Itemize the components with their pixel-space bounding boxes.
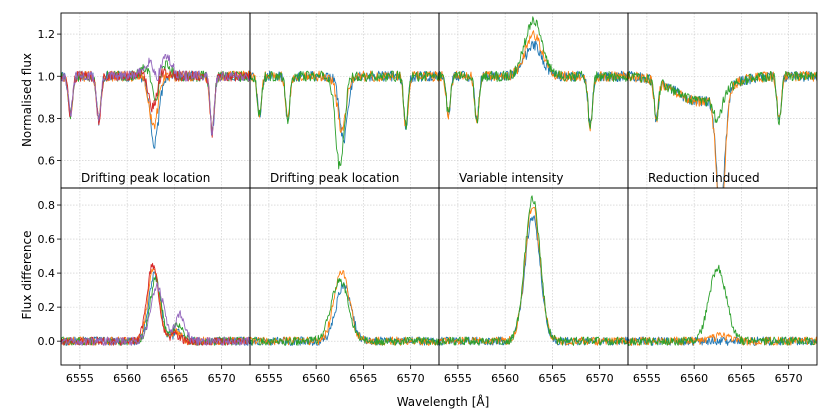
panel-bottom-1: 0.0 0.2 0.4 0.6 0.8 6555 6560 6565 6570 [38,187,251,385]
y-axis-label-bottom: Flux difference [20,231,34,320]
x-tick-label-2: 6565 [727,372,755,385]
series-line-3 [250,278,439,346]
series-line-2 [628,70,817,188]
y-tick-label-4: 0.8 [38,199,56,212]
x-tick-label-2: 6565 [160,372,188,385]
panel-bottom-4: 6555 6560 6565 6570 [627,187,818,385]
panel-top-3: Variable intensity [438,12,629,189]
x-tick-label-1: 6560 [491,372,519,385]
y-tick-label-2: 0.4 [38,267,56,280]
series-group [439,195,628,346]
panel-top-1: 0.6 0.8 1.0 1.2 Drifting peak location [38,12,251,189]
panel-label-2: Drifting peak location [270,171,399,185]
x-axis-label: Wavelength [Å] [397,394,490,409]
series-group [628,70,817,188]
y-tick-label-2: 1.0 [38,70,56,83]
y-axis-label-top: Normalised flux [20,53,34,147]
panel-top-2: Drifting peak location [249,12,440,189]
series-line-1 [439,215,628,346]
series-line-3 [439,195,628,346]
series-line-5 [61,282,250,346]
series-line-5 [61,54,250,136]
y-tick-label-3: 0.6 [38,233,56,246]
series-line-3 [628,264,817,346]
x-tick-label-3: 6570 [586,372,614,385]
x-tick-label-3: 6570 [208,372,236,385]
series-line-3 [628,71,817,126]
series-group [439,16,628,132]
x-tick-label-0: 6555 [66,372,94,385]
series-group [250,70,439,170]
x-tick-label-2: 6565 [349,372,377,385]
series-group [61,262,250,346]
series-group [250,269,439,346]
x-tick-label-0: 6555 [444,372,472,385]
x-tick-label-1: 6560 [680,372,708,385]
panel-label-3: Variable intensity [459,171,563,185]
x-tick-label-1: 6560 [113,372,141,385]
x-tick-label-0: 6555 [633,372,661,385]
series-group [628,264,817,346]
panel-frame [627,187,818,366]
panel-top-4: Reduction induced [627,12,818,189]
y-tick-label-0: 0.0 [38,335,56,348]
series-group [61,54,250,149]
y-tick-label-3: 1.2 [38,28,56,41]
y-tick-label-1: 0.8 [38,112,56,125]
panels-group: 0.6 0.8 1.0 1.2 Drifting peak location 0.0 0.2… [38,12,818,385]
panel-bottom-3: 6555 6560 6565 6570 [438,187,629,385]
x-tick-label-3: 6570 [775,372,803,385]
y-tick-label-0: 0.6 [38,155,56,168]
x-tick-label-3: 6570 [397,372,425,385]
y-tick-label-1: 0.2 [38,301,56,314]
panel-label-4: Reduction induced [648,171,760,185]
x-tick-label-2: 6565 [538,372,566,385]
x-tick-label-1: 6560 [302,372,330,385]
x-tick-label-0: 6555 [255,372,283,385]
series-line-3 [439,16,628,129]
series-line-3 [250,70,439,170]
panel-bottom-2: 6555 6560 6565 6570 [249,187,440,385]
panel-label-1: Drifting peak location [81,171,210,185]
